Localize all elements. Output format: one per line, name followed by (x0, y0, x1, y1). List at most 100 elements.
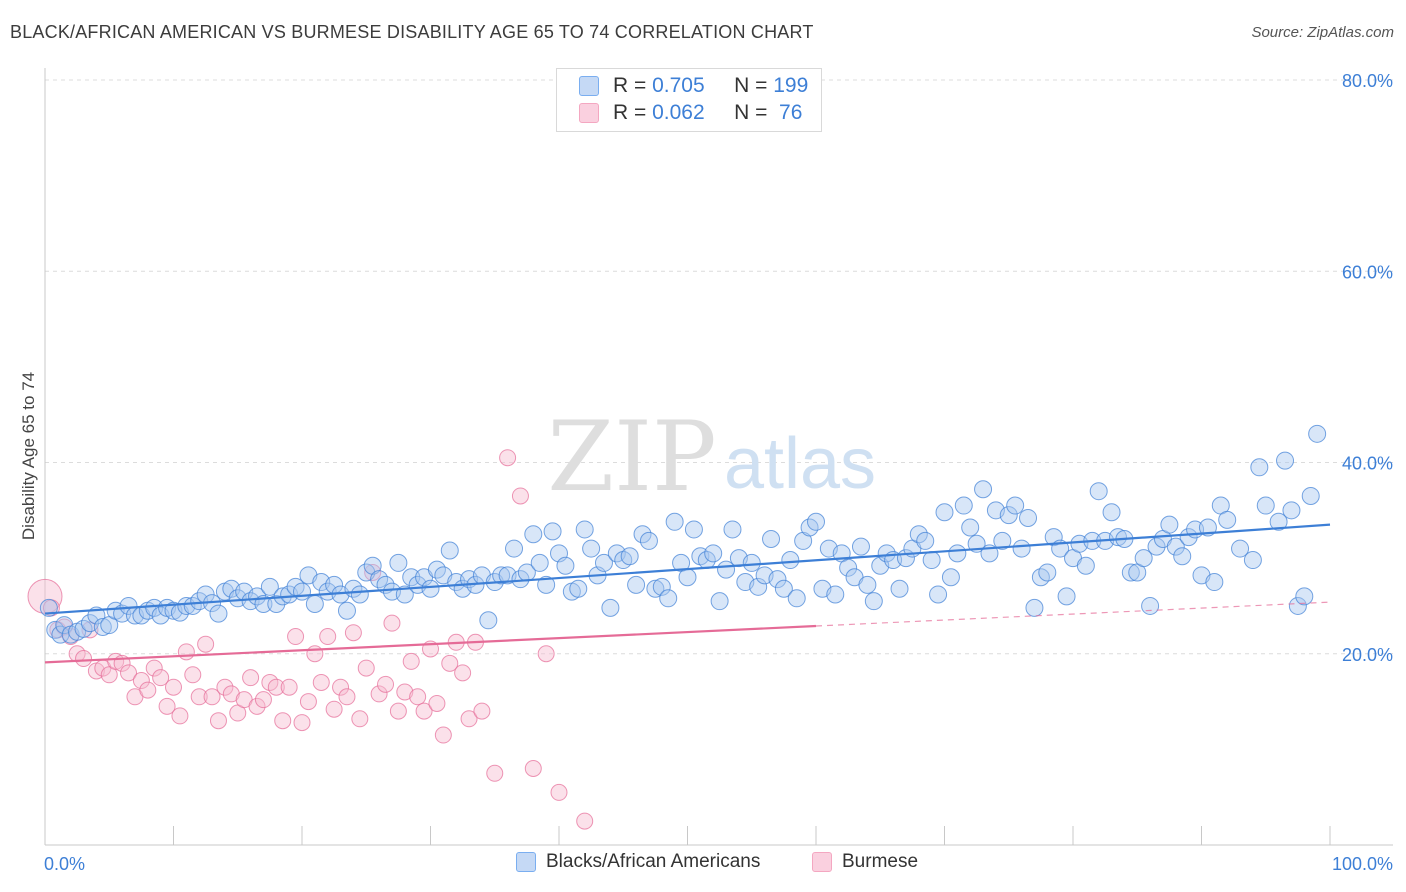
burmese-point (274, 712, 292, 730)
blacks-point (1308, 424, 1327, 443)
burmese-point (293, 714, 311, 732)
burmese-point (209, 712, 227, 730)
blacks-point (999, 506, 1018, 525)
burmese-point (139, 681, 157, 699)
burmese-point (177, 643, 195, 661)
burmese-point (550, 783, 568, 801)
burmese-point (75, 650, 93, 668)
blacks-point (1160, 515, 1179, 534)
series-legend: Blacks/African Americans Burmese (0, 851, 1406, 877)
blacks-point (993, 531, 1012, 550)
blacks-point (652, 577, 671, 596)
r-label: R = (613, 101, 653, 124)
burmese-point (357, 659, 375, 677)
blacks-point (659, 589, 678, 608)
blacks-point (627, 575, 646, 594)
burmese-point (396, 683, 414, 701)
burmese-point (576, 812, 594, 830)
blacks-point (145, 598, 164, 617)
series-blacks (39, 424, 1327, 644)
burmese-point (299, 693, 317, 711)
legend-swatch-blacks (579, 76, 599, 96)
blacks-point (710, 592, 729, 611)
blacks-point (479, 611, 498, 630)
burmese-point (454, 664, 472, 682)
blacks-point (1282, 501, 1301, 520)
blacks-point (1044, 528, 1063, 547)
burmese-point (145, 659, 163, 677)
n-value: 76 (773, 101, 803, 124)
blacks-point (293, 582, 311, 601)
burmese-point (203, 688, 221, 706)
burmese-point (332, 678, 350, 696)
burmese-point (389, 702, 407, 720)
blacks-point (421, 579, 440, 598)
blacks-point (440, 541, 459, 560)
blacks-point (781, 551, 800, 570)
blacks-point (1019, 508, 1038, 527)
blacks-point (1038, 563, 1057, 582)
burmese-point (511, 487, 529, 505)
trend-extension-burmese (815, 601, 1331, 627)
blacks-point (935, 503, 954, 522)
axes (44, 68, 1393, 846)
stats-row-burmese: R = 0.062 N = 76 (579, 100, 802, 126)
blacks-point (929, 585, 948, 604)
blacks-point (1301, 486, 1320, 505)
blacks-point (305, 595, 324, 614)
blacks-point (582, 539, 601, 558)
blacks-point (948, 544, 967, 563)
blacks-point (1057, 587, 1076, 606)
legend-item-blacks[interactable]: Blacks/African Americans (516, 851, 760, 873)
burmese-point (537, 645, 555, 663)
blacks-point (890, 579, 909, 598)
burmese-point (120, 664, 138, 682)
legend-label-blacks: Blacks/African Americans (546, 851, 761, 872)
n-label: N = (734, 74, 774, 97)
legend-swatch-blacks (516, 852, 536, 872)
burmese-point (312, 673, 330, 691)
x-tick-label: 100.0% (1332, 854, 1393, 874)
blacks-point (1179, 528, 1198, 547)
blacks-point (826, 585, 845, 604)
blacks-point (723, 520, 742, 539)
blacks-point (1269, 512, 1288, 531)
watermark: ZIP atlas (547, 401, 876, 513)
burmese-point (248, 697, 266, 715)
burmese-point (184, 666, 202, 684)
blacks-point (1089, 482, 1108, 501)
blacks-point (665, 512, 684, 531)
burmese-point (190, 688, 208, 706)
burmese-point (351, 710, 369, 728)
blacks-point (209, 604, 228, 623)
stats-row-blacks: R = 0.705 N = 199 (579, 73, 808, 99)
r-value: 0.705 (652, 74, 705, 97)
chart-title: BLACK/AFRICAN AMERICAN VS BURMESE DISABI… (10, 22, 814, 42)
blacks-point (575, 520, 594, 539)
blacks-point (537, 575, 556, 594)
watermark-atlas: atlas (724, 424, 876, 504)
burmese-point (325, 700, 343, 718)
blacks-point (1102, 503, 1121, 522)
blacks-point (248, 587, 267, 606)
legend-item-burmese[interactable]: Burmese (812, 851, 918, 873)
blacks-point (639, 531, 658, 550)
blacks-point (909, 525, 928, 544)
y-tick-label: 60.0% (1342, 262, 1393, 282)
tick-labels: 20.0% 40.0% 60.0% 80.0% 0.0% 100.0% (44, 71, 1393, 874)
burmese-point (338, 688, 356, 706)
burmese-point (383, 614, 401, 632)
blacks-point (1012, 539, 1031, 558)
burmese-point (197, 635, 215, 653)
trend-lines (44, 523, 1331, 664)
blacks-point (851, 537, 870, 556)
r-label: R = (613, 74, 653, 97)
blacks-point (1250, 458, 1269, 477)
blacks-point (505, 539, 524, 558)
blacks-point (646, 579, 665, 598)
burmese-point (402, 652, 420, 670)
blacks-point (1243, 551, 1262, 570)
blacks-point (742, 553, 761, 572)
source-label: Source: ZipAtlas.com (1251, 24, 1394, 41)
